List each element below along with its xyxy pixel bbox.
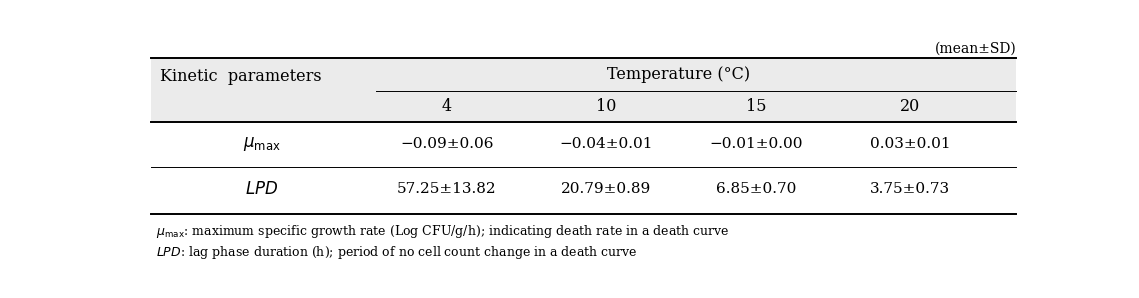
Text: Temperature (°C): Temperature (°C) bbox=[607, 66, 751, 83]
Text: $\mathit{LPD}$: $\mathit{LPD}$ bbox=[245, 181, 278, 198]
Text: 4: 4 bbox=[442, 98, 452, 115]
Text: 6.85±0.70: 6.85±0.70 bbox=[715, 182, 796, 196]
Text: $\mathit{LPD}$: lag phase duration (h); period of no cell count change in a deat: $\mathit{LPD}$: lag phase duration (h); … bbox=[156, 244, 638, 261]
Text: −0.01±0.00: −0.01±0.00 bbox=[710, 136, 803, 150]
Text: Kinetic  parameters: Kinetic parameters bbox=[159, 68, 321, 85]
Text: −0.04±0.01: −0.04±0.01 bbox=[559, 136, 653, 150]
Text: (mean±SD): (mean±SD) bbox=[934, 41, 1016, 55]
Text: 20.79±0.89: 20.79±0.89 bbox=[560, 182, 650, 196]
Text: 57.25±13.82: 57.25±13.82 bbox=[398, 182, 497, 196]
Text: −0.09±0.06: −0.09±0.06 bbox=[400, 136, 493, 150]
Text: 0.03±0.01: 0.03±0.01 bbox=[870, 136, 951, 150]
Text: $\mu_{\mathrm{max}}$: maximum specific growth rate (Log CFU/g/h); indicating dea: $\mu_{\mathrm{max}}$: maximum specific g… bbox=[156, 223, 729, 240]
Text: 3.75±0.73: 3.75±0.73 bbox=[870, 182, 950, 196]
FancyBboxPatch shape bbox=[151, 58, 1016, 122]
Text: 20: 20 bbox=[900, 98, 920, 115]
Text: 10: 10 bbox=[596, 98, 616, 115]
Text: 15: 15 bbox=[746, 98, 767, 115]
Text: $\mu_{\mathrm{max}}$: $\mu_{\mathrm{max}}$ bbox=[243, 135, 280, 153]
